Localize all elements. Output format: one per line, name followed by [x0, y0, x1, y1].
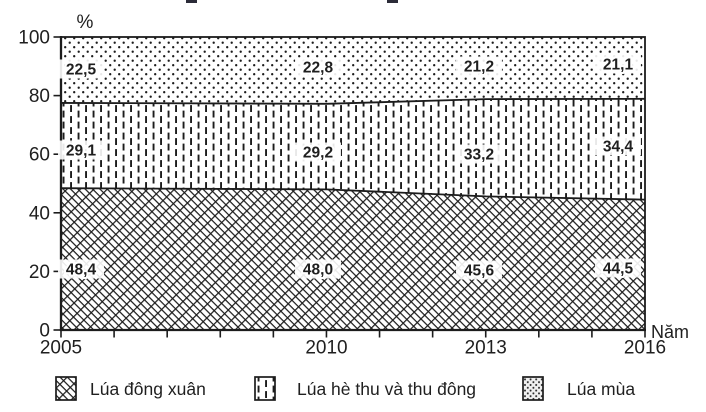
legend-label: Lúa đông xuân [90, 379, 206, 399]
x-tick-label: 2010 [305, 338, 347, 359]
data-label-backing [456, 56, 502, 76]
series-boundary-upper [60, 97, 646, 105]
legend-swatch-diagonal-crosshatch [55, 376, 77, 401]
cropped-title-remnant [387, 0, 398, 3]
area-lua-he-thu-va-thu-dong [61, 98, 645, 200]
data-label-backing [58, 59, 104, 79]
data-label: 48,0 [303, 262, 333, 279]
legend-label: Lúa mùa [567, 379, 635, 399]
data-label: 21,2 [464, 59, 494, 76]
y-tick-label: 20 [29, 262, 50, 283]
y-tick-label: 60 [29, 145, 50, 166]
data-label-backing [58, 140, 104, 160]
legend-label: Lúa hè thu và thu đông [297, 379, 476, 399]
data-label-backing [456, 144, 502, 164]
data-label: 21,1 [603, 57, 634, 74]
y-axis-unit-label: % [77, 12, 94, 33]
x-axis-title: Năm [651, 322, 689, 342]
data-label-backing [456, 260, 502, 280]
y-tick-label: 40 [29, 203, 50, 224]
data-label: 44,5 [603, 261, 634, 278]
data-label: 34,4 [603, 139, 634, 156]
data-label-backing [295, 142, 341, 162]
data-label: 22,5 [66, 62, 97, 79]
data-label: 48,4 [66, 262, 97, 279]
x-tick-label: 2013 [465, 338, 507, 359]
data-label: 22,8 [303, 60, 334, 77]
y-tick-label: 80 [29, 86, 50, 107]
x-tick-label: 2005 [40, 338, 82, 359]
area-lua-dong-xuan [61, 188, 645, 330]
areas-group [60, 37, 646, 330]
data-label-backing [595, 136, 641, 156]
cropped-title-remnant [186, 0, 197, 3]
data-label-backing [295, 259, 341, 279]
data-label: 33,2 [464, 147, 494, 164]
data-label: 29,2 [303, 145, 333, 162]
series-boundary-lower [60, 187, 646, 201]
legend-swatch-dots [522, 376, 544, 401]
y-tick-label: 0 [39, 321, 50, 342]
data-label: 29,1 [66, 143, 97, 160]
x-tick-label: 2016 [624, 338, 666, 359]
data-label-backing [58, 259, 104, 279]
legend-group: Lúa đông xuân Lúa hè thu và thu đông Lúa m… [55, 376, 635, 401]
y-tick-label: 100 [18, 28, 50, 49]
data-label-backing [295, 57, 341, 77]
data-label: 45,6 [464, 263, 495, 280]
legend-swatch-vertical-dashes [254, 376, 276, 401]
axes-group: 0 20 40 60 80 100 2005 2010 2013 2016% Năm [18, 12, 689, 359]
data-label-backing [595, 54, 641, 74]
area-lua-mua [61, 37, 645, 104]
data-label-backing [595, 258, 641, 278]
data-labels-group: 48,4 48,0 45,6 44,5 29,1 29,2 33,2 34,4 22,5 22,8… [58, 54, 641, 282]
